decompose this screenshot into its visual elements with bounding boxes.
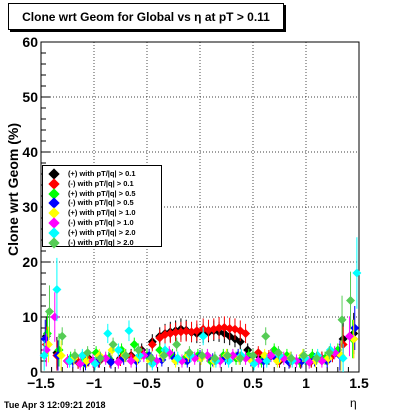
data-point [121, 351, 131, 360]
data-point [124, 326, 134, 336]
x-tick-label: 1.5 [349, 375, 369, 391]
x-tick-label: −1 [86, 375, 102, 391]
data-point [273, 348, 283, 358]
data-point [223, 351, 233, 360]
y-tick-label: 60 [22, 34, 38, 50]
legend-label: (+) with pT/|q| > 1.0 [68, 208, 136, 218]
data-point [147, 340, 157, 349]
legend-label: (-) with pT/|q| > 2.0 [68, 237, 134, 247]
data-point [113, 357, 123, 367]
legend-entry: (-) with pT/|q| > 1.0 [43, 217, 161, 229]
data-point [192, 326, 202, 336]
data-point [39, 351, 49, 360]
data-point [159, 351, 169, 360]
data-point [266, 351, 276, 360]
data-point [253, 356, 263, 366]
y-tick-label: 10 [22, 309, 38, 325]
data-point [344, 331, 354, 341]
data-point [210, 353, 220, 363]
data-point [214, 323, 224, 333]
chart-title-box: Clone wrt Geom for Global vs η at pT > 0… [8, 3, 284, 30]
timestamp-footer: Tue Apr 3 12:09:21 2018 [4, 400, 106, 410]
data-point [352, 268, 362, 278]
data-point [113, 345, 123, 355]
data-point [44, 307, 54, 316]
data-point [90, 359, 100, 369]
data-point [176, 327, 186, 337]
y-tick-label: 20 [22, 254, 38, 270]
data-point [346, 296, 356, 305]
legend-entry: (-) with pT/|q| > 0.1 [43, 178, 161, 190]
legend-entry: (-) with pT/|q| > 0.5 [43, 197, 161, 210]
legend-label: (+) with pT/|q| > 0.5 [68, 188, 136, 198]
data-point [108, 340, 118, 349]
data-point [126, 356, 136, 366]
data-point [235, 337, 245, 347]
data-point [184, 348, 194, 358]
x-tick-label: −1.5 [27, 375, 55, 391]
legend-marker-icon [48, 236, 60, 249]
data-point [202, 351, 212, 360]
data-point [324, 348, 334, 358]
legend-entry: (+) with pT/|q| > 2.0 [43, 227, 161, 239]
data-point [129, 340, 139, 349]
data-point [248, 351, 258, 360]
data-point [65, 356, 75, 366]
data-point [146, 353, 156, 363]
data-point [172, 340, 182, 349]
legend-label: (+) with pT/|q| > 0.1 [68, 169, 136, 178]
data-point [225, 324, 235, 334]
x-tick-label: 1 [302, 375, 310, 391]
data-point [56, 351, 66, 360]
data-point [337, 315, 347, 325]
legend-label: (-) with pT/|q| > 0.5 [68, 198, 134, 208]
y-tick-label: 30 [22, 199, 38, 215]
data-point [134, 345, 144, 355]
data-point [228, 351, 238, 360]
legend: (+) with pT/|q| > 0.1 (-) with pT/|q| > 0… [42, 165, 162, 249]
data-point [262, 356, 272, 366]
data-point [249, 359, 259, 369]
legend-entry: (-) with pT/|q| > 2.0 [43, 236, 161, 249]
data-point [106, 357, 116, 367]
y-tick-label: 0 [30, 364, 38, 380]
data-point [95, 353, 105, 363]
legend-entry: (+) with pT/|q| > 0.5 [43, 187, 161, 200]
legend-label: (+) with pT/|q| > 2.0 [68, 227, 136, 237]
data-point [350, 323, 360, 333]
x-tick-label: −0.5 [133, 375, 161, 391]
data-point [103, 329, 113, 338]
data-point [338, 353, 348, 363]
y-tick-label: 40 [22, 144, 38, 160]
legend-entry: (+) with pT/|q| > 1.0 [43, 207, 161, 219]
x-tick-label: 0 [196, 375, 204, 391]
data-point [173, 353, 183, 363]
legend-label: (-) with pT/|q| > 0.1 [68, 178, 134, 188]
data-point [299, 351, 309, 360]
data-point [70, 351, 80, 360]
data-point [198, 331, 208, 341]
data-point [57, 331, 67, 341]
data-point [261, 331, 271, 341]
chart-title: Clone wrt Geom for Global vs η at pT > 0… [22, 10, 270, 24]
data-point [83, 348, 93, 358]
data-point [101, 353, 111, 363]
x-axis-label: η [350, 396, 357, 410]
data-point [241, 329, 251, 338]
data-point [171, 327, 181, 337]
data-point [181, 326, 191, 336]
data-point [52, 285, 62, 294]
data-point [197, 351, 207, 360]
y-axis-label: Clone wrt Geom (%) [5, 122, 21, 256]
data-point [312, 353, 322, 363]
data-point [82, 356, 92, 366]
data-point [235, 353, 245, 363]
data-point [253, 348, 263, 358]
y-tick-label: 50 [22, 89, 38, 105]
data-point [286, 353, 296, 363]
x-tick-label: 0.5 [243, 375, 263, 391]
legend-label: (-) with pT/|q| > 1.0 [68, 218, 134, 227]
legend-entry: (+) with pT/|q| > 0.1 [43, 168, 161, 180]
